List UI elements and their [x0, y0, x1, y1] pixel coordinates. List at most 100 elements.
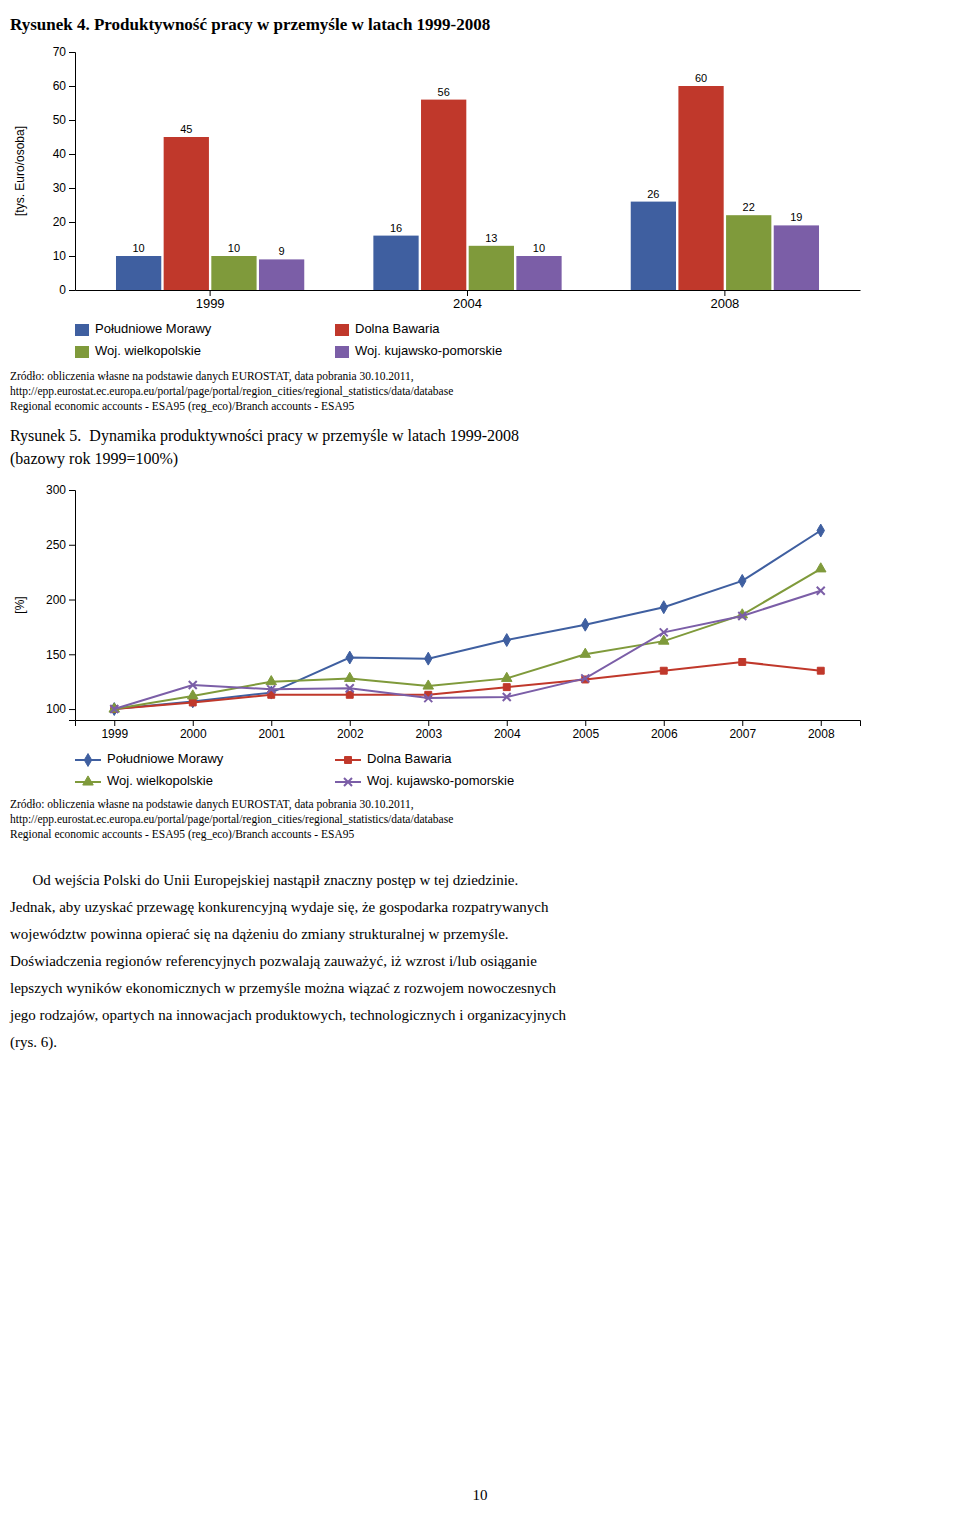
y-axis-title: [%]	[13, 596, 27, 613]
marker	[503, 693, 511, 701]
body-text: Od wejścia Polski do Unii Europejskiej n…	[10, 872, 518, 888]
marker	[582, 618, 589, 631]
marker	[501, 672, 512, 681]
marker	[346, 651, 353, 664]
x-tick-mark	[428, 720, 429, 726]
source-note: Regional economic accounts - ESA95 (reg_…	[10, 828, 355, 841]
chart-title: Rysunek 5. Dynamika produktywności pracy…	[10, 427, 519, 445]
x-tick-mark	[114, 720, 115, 726]
marker	[424, 694, 432, 702]
legend-label: Południowe Morawy	[95, 321, 212, 336]
x-tick-mark	[724, 290, 725, 296]
marker	[344, 672, 355, 681]
y-tick-label: 300	[46, 483, 66, 497]
source-note: Regional economic accounts - ESA95 (reg_…	[10, 400, 355, 413]
x-tick-mark	[585, 720, 586, 726]
marker	[817, 524, 824, 537]
marker	[189, 681, 197, 689]
x-tick: 2008	[710, 290, 739, 311]
x-tick: 2000	[180, 720, 207, 741]
y-tick: 150	[46, 648, 75, 662]
y-tick: 200	[46, 593, 75, 607]
x-tick-mark	[467, 290, 468, 296]
data-label: 16	[390, 222, 402, 234]
marker	[738, 612, 746, 620]
x-tick-label: 2002	[337, 727, 364, 741]
bar	[774, 225, 819, 290]
x-tick: 2006	[651, 720, 678, 741]
x-tick: 2002	[337, 720, 364, 741]
y-tick-mark	[69, 256, 75, 257]
marker	[425, 652, 432, 665]
legend-marker	[83, 776, 94, 785]
legend-item: Dolna Bawaria	[335, 321, 440, 336]
marker	[580, 648, 591, 657]
x-tick: 1999	[196, 290, 225, 311]
marker	[267, 685, 275, 693]
marker	[660, 667, 667, 674]
y-tick-mark	[69, 86, 75, 87]
marker	[187, 690, 198, 699]
x-tick-mark	[350, 720, 351, 726]
x-tick: 2004	[453, 290, 482, 311]
bar	[678, 86, 723, 290]
legend-marker	[344, 778, 352, 786]
y-tick-mark	[69, 545, 75, 546]
body-text: (rys. 6).	[10, 1034, 57, 1051]
y-tick: 20	[53, 215, 75, 229]
body-text: jego rodzajów, opartych na innowacjach p…	[9, 1007, 567, 1023]
x-tick-mark	[271, 720, 272, 726]
legend-item: Woj. kujawsko-pomorskie	[335, 773, 514, 788]
data-label: 56	[438, 86, 450, 98]
bar	[631, 202, 676, 290]
x-tick-mark	[507, 720, 508, 726]
x-tick: 2003	[415, 720, 442, 741]
bar	[373, 236, 418, 290]
lines	[109, 524, 826, 715]
marker	[581, 674, 589, 682]
legend-item: Dolna Bawaria	[335, 751, 452, 766]
bar	[211, 256, 256, 290]
marker	[346, 684, 354, 692]
x-tick-label: 2006	[651, 727, 678, 741]
legend-swatch	[335, 346, 349, 358]
data-labels: 10162645566010132291019	[133, 72, 803, 257]
x-tick: 2008	[808, 720, 835, 741]
x-tick-label: 2004	[494, 727, 521, 741]
x-tick-label: 2004	[453, 296, 482, 311]
data-label: 45	[180, 123, 192, 135]
data-label: 10	[533, 242, 545, 254]
data-label: 10	[228, 242, 240, 254]
source-note: http://epp.eurostat.ec.europa.eu/portal/…	[10, 813, 453, 826]
body-text: Doświadczenia regionów referencyjnych po…	[10, 953, 537, 969]
legend-item: Południowe Morawy	[75, 321, 212, 336]
legend-label: Woj. wielkopolskie	[107, 773, 213, 788]
legend-item: Południowe Morawy	[75, 751, 224, 766]
y-axis-line	[69, 491, 76, 721]
source-note: Zródło: obliczenia własne na podstawie d…	[10, 370, 414, 383]
legend-marker	[345, 757, 352, 764]
legend-item: Woj. wielkopolskie	[75, 343, 201, 358]
y-tick-label: 50	[53, 113, 67, 127]
bar	[164, 137, 209, 290]
body-text: Jednak, aby uzyskać przewagę konkurencyj…	[10, 899, 549, 915]
y-tick-mark	[69, 709, 75, 710]
y-axis: 100 150 200 250 300	[46, 483, 76, 720]
source-note: http://epp.eurostat.ec.europa.eu/portal/…	[10, 385, 453, 398]
y-tick: 10	[53, 249, 75, 263]
y-tick-label: 250	[46, 538, 66, 552]
y-tick-mark	[69, 600, 75, 601]
y-tick-label: 150	[46, 648, 66, 662]
body-text: województw powinna opierać się na dążeni…	[10, 926, 509, 942]
marker	[503, 684, 510, 691]
page: Rysunek 4. Produktywność pracy w przemyś…	[0, 0, 960, 1515]
x-tick-label: 1999	[101, 727, 128, 741]
marker	[423, 680, 434, 689]
marker	[189, 699, 196, 706]
y-tick-label: 10	[53, 249, 67, 263]
x-tick-mark	[664, 720, 665, 726]
y-tick: 100	[46, 702, 75, 716]
legend-label: Dolna Bawaria	[355, 321, 440, 336]
marker	[660, 601, 667, 614]
y-tick-label: 30	[53, 181, 67, 195]
